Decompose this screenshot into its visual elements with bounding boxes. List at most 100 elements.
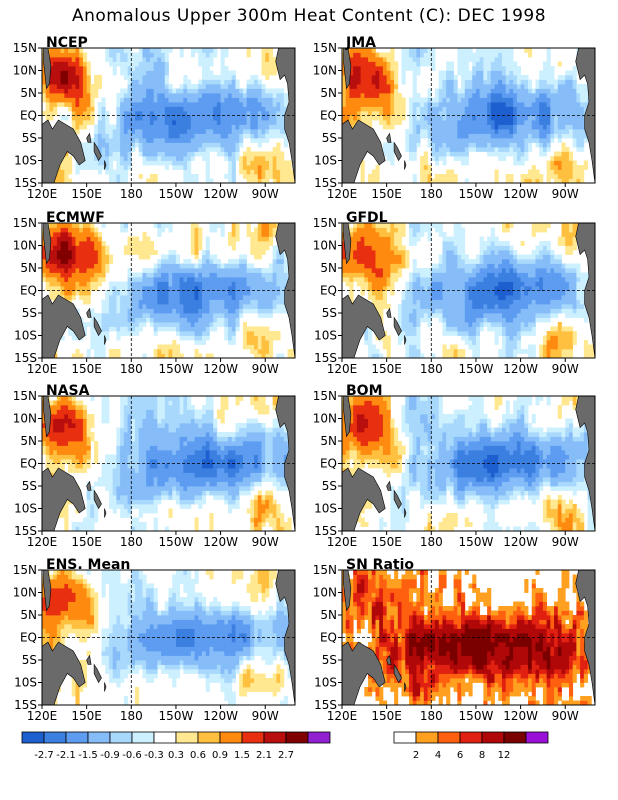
y-tick-label: 10S [314,502,337,516]
land-mass [43,396,52,438]
colorbar-label: 0.6 [190,750,206,761]
x-tick-label: 90W [252,362,279,376]
y-tick-label: 15S [314,524,337,538]
land-mass [86,654,92,665]
land-mass [275,396,295,531]
land-mass [42,467,86,531]
y-tick-label: 5N [20,434,37,448]
y-tick-label: EQ [320,631,337,645]
land-mass [275,570,295,705]
land-mass [575,570,595,705]
y-tick-label: 15S [14,351,37,365]
x-tick-label: 120W [503,187,538,201]
x-tick-label: 180 [120,362,143,376]
land-mass [575,48,595,183]
x-tick-label: 90W [552,535,579,549]
panel-bom: 120E 150E 180 150W 120W 90W 15N 10N 5N EQ 5S 10S 15S… [300,383,598,564]
y-tick-label: 10S [314,154,337,168]
land-mass [104,335,107,345]
land-mass [343,570,352,612]
colorbar-swatch [43,731,67,744]
land-mass [93,663,102,684]
x-tick-label: 150W [159,362,194,376]
panel-svg: 120E 150E 180 150W 120W 90W 15N 10N 5N EQ 5S 10S 15S… [13,35,296,201]
y-tick-label: 10S [14,676,37,690]
land-mass [404,682,407,692]
panel-svg: 120E 150E 180 150W 120W 90W 15N 10N 5N EQ 5S 10S 15S… [313,383,596,549]
x-tick-label: 180 [420,535,443,549]
x-tick-label: 150E [371,709,402,723]
y-tick-label: 5S [22,479,37,493]
ratio-colorbar: 2 4 6 8 12 [393,731,552,770]
colorbar-label: -0.9 [100,750,120,761]
y-tick-label: EQ [20,109,37,123]
x-tick-label: 90W [252,535,279,549]
land-mass [43,48,52,90]
x-tick-label: 150E [371,535,402,549]
y-tick-label: EQ [20,631,37,645]
colorbar-swatch [481,731,505,744]
colorbar-swatch [219,731,243,744]
y-tick-label: 10N [313,64,337,78]
x-tick-label: 90W [552,362,579,376]
y-tick-label: 5N [320,608,337,622]
colorbar-label: -0.6 [122,750,142,761]
panel-title-gfdl: GFDL [346,210,388,226]
y-tick-label: 5S [322,479,337,493]
x-tick-label: 120E [327,187,358,201]
y-tick-label: 15S [314,351,337,365]
x-tick-label: 180 [420,362,443,376]
x-tick-label: 150E [71,709,102,723]
y-tick-label: 15S [314,698,337,712]
y-tick-label: 5N [320,86,337,100]
x-tick-label: 150E [71,535,102,549]
colorbar-swatch [393,731,417,744]
y-tick-label: 15N [13,216,37,230]
x-tick-label: 120E [327,535,358,549]
colorbar-swatch [437,731,461,744]
land-mass [275,48,295,183]
land-mass [104,682,107,692]
colorbar-swatch [65,731,89,744]
y-tick-label: 10S [14,329,37,343]
y-tick-label: 10N [313,412,337,426]
land-mass [86,480,92,491]
land-mass [104,160,107,170]
y-tick-label: 5S [22,306,37,320]
y-tick-label: 5S [322,306,337,320]
x-tick-label: 150W [459,187,494,201]
land-mass [86,307,92,318]
colorbar-swatch [153,731,177,744]
panel-nasa: 120E 150E 180 150W 120W 90W 15N 10N 5N EQ 5S 10S 15S… [0,383,298,564]
x-tick-label: 150E [71,362,102,376]
land-mass [43,223,52,265]
x-tick-label: 120W [203,362,238,376]
y-tick-label: EQ [20,284,37,298]
land-mass [42,119,86,183]
x-tick-label: 150E [71,187,102,201]
panel-title-sn-ratio: SN Ratio [346,557,414,573]
land-mass [386,132,392,143]
y-tick-label: 5N [320,261,337,275]
land-mass [342,641,386,705]
y-tick-label: 5S [22,653,37,667]
x-tick-label: 150E [371,362,402,376]
x-tick-label: 150E [371,187,402,201]
y-tick-label: 10S [14,502,37,516]
land-mass [575,396,595,531]
x-tick-label: 150W [159,187,194,201]
land-mass [404,335,407,345]
x-tick-label: 90W [552,709,579,723]
colorbar-swatch [459,731,483,744]
x-tick-label: 150W [159,709,194,723]
y-tick-label: 5N [20,608,37,622]
land-mass [393,316,402,337]
x-tick-label: 180 [420,187,443,201]
colorbar-swatch [307,731,331,744]
land-mass [386,480,392,491]
colorbar-label: 4 [435,750,441,761]
x-tick-label: 120E [27,187,58,201]
colorbar-swatch [87,731,111,744]
colorbar-label: 1.5 [234,750,250,761]
land-mass [404,508,407,518]
